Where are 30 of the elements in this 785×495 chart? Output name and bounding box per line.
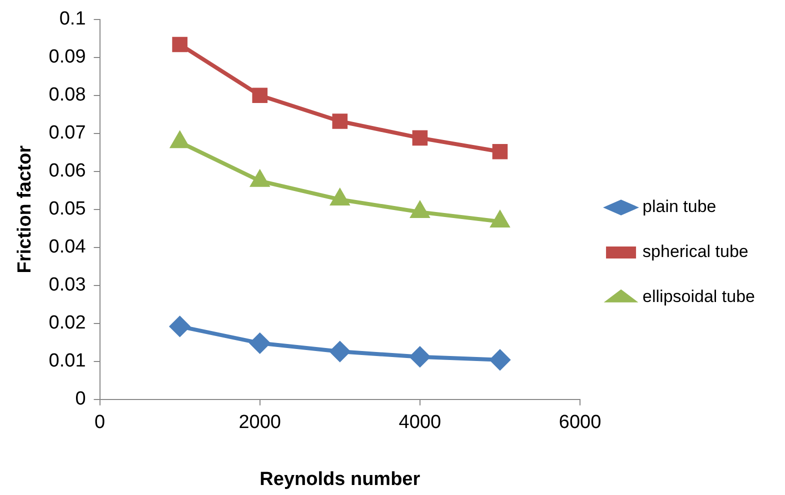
y-tick-label: 0.08 xyxy=(48,84,86,106)
y-tick-label: 0.1 xyxy=(59,8,86,30)
legend-label: ellipsoidal tube xyxy=(642,287,755,306)
y-tick-label: 0.07 xyxy=(48,122,86,144)
legend-label: plain tube xyxy=(642,197,716,216)
point xyxy=(172,36,188,52)
point xyxy=(412,130,428,146)
y-tick-label: 0.06 xyxy=(48,160,86,182)
y-tick-label: 0.02 xyxy=(48,312,86,334)
y-tick-label: 0.05 xyxy=(48,198,86,220)
point xyxy=(252,88,268,104)
x-tick-label: 0 xyxy=(94,412,106,434)
x-tick-label: 6000 xyxy=(558,412,602,434)
x-axis-title: Reynolds number xyxy=(260,468,421,490)
y-axis-title: Friction factor xyxy=(14,144,36,274)
point xyxy=(330,342,350,362)
y-tick-label: 0.04 xyxy=(48,236,86,258)
point xyxy=(490,350,510,370)
y-tick-label: 0 xyxy=(75,388,86,410)
x-tick-label: 2000 xyxy=(238,412,282,434)
y-tick-label: 0.09 xyxy=(48,46,86,68)
legend-label: spherical tube xyxy=(642,242,748,262)
y-tick-label: 0.01 xyxy=(48,350,86,372)
point xyxy=(250,333,270,354)
point xyxy=(492,144,508,160)
point xyxy=(332,114,348,129)
point xyxy=(410,346,430,367)
y-tick-label: 0.03 xyxy=(48,274,86,296)
x-tick-label: 4000 xyxy=(398,412,442,434)
point xyxy=(170,316,190,336)
